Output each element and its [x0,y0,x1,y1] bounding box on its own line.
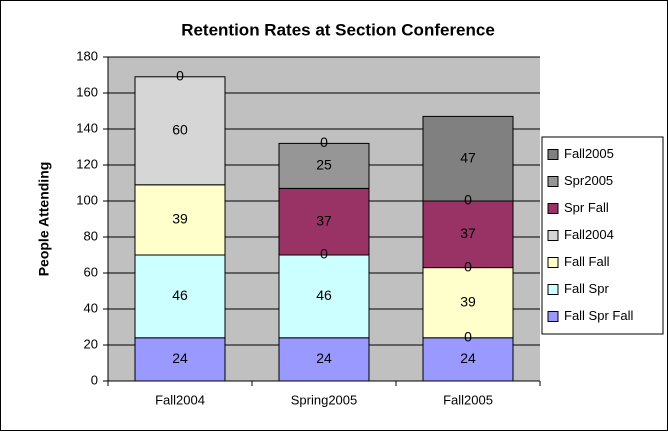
legend-swatch [547,203,559,214]
bar-segment [422,200,514,269]
data-label: 39 [460,293,476,309]
data-label: 39 [172,211,188,227]
legend-swatch [547,257,559,268]
data-label: 46 [316,287,332,303]
data-label: 37 [460,225,476,241]
y-tick-label: 80 [84,228,98,243]
y-tick-label: 120 [76,156,98,171]
data-label: 0 [464,192,472,208]
legend-label: Fall Spr Fall [564,308,633,323]
y-tick-label: 100 [76,192,98,207]
legend-swatch [547,284,559,295]
data-label: 46 [172,287,188,303]
data-label: 24 [460,350,476,366]
y-tick-label: 40 [84,300,98,315]
y-tick-label: 140 [76,120,98,135]
bar-segment [134,76,226,186]
x-tick-label: Fall2004 [155,392,205,407]
data-label: 0 [176,68,184,84]
data-label: 24 [172,350,188,366]
data-label: 60 [172,122,188,138]
legend-label: Fall2004 [564,227,614,242]
data-label: 47 [460,149,476,165]
legend-swatch [547,149,559,160]
x-tick-label: Fall2005 [443,392,493,407]
data-label: 24 [316,350,332,366]
x-tick-label: Spring2005 [291,392,358,407]
legend-label: Fall Spr [564,281,609,296]
data-label: 25 [316,157,332,173]
data-label: 0 [464,329,472,345]
data-label: 0 [464,258,472,274]
bar-segment [134,337,226,382]
y-tick-label: 0 [91,372,98,387]
legend-swatch [547,230,559,241]
y-tick-label: 180 [76,48,98,63]
legend-label: Fall2005 [564,146,614,161]
chart-title: Retention Rates at Section Conference [181,20,495,39]
bar-segment [278,337,370,382]
data-label: 0 [320,134,328,150]
legend-label: Spr2005 [564,173,613,188]
legend-label: Fall Fall [564,254,610,269]
legend-label: Spr Fall [564,200,609,215]
y-tick-label: 20 [84,336,98,351]
bar-segment [422,115,514,202]
bar-segment [278,254,370,339]
y-tick-label: 160 [76,84,98,99]
legend-swatch [547,176,559,187]
bar-segment [278,142,370,189]
data-label: 0 [320,246,328,262]
data-label: 37 [316,212,332,228]
bar-segment [278,187,370,256]
legend-box [541,136,664,335]
legend-swatch [547,311,559,322]
y-tick-label: 60 [84,264,98,279]
bar-segment [422,337,514,382]
y-axis-label: People Attending [36,162,52,277]
